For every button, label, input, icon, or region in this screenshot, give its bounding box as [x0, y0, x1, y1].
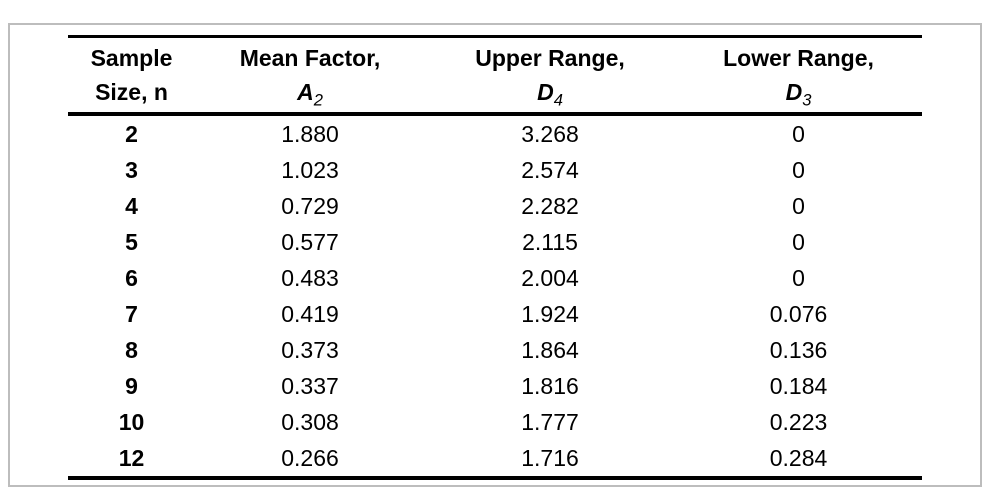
- header-row: Sample Size, n Mean Factor, A2 Upper Ran…: [68, 36, 922, 116]
- cell-d3: 0: [792, 156, 805, 183]
- table-frame: Sample Size, n Mean Factor, A2 Upper Ran…: [8, 23, 982, 487]
- cell-d4: 2.115: [522, 228, 578, 255]
- cell-d3: 0: [792, 228, 805, 255]
- cell-n: 12: [118, 444, 145, 471]
- table-row: 6 0.483 2.004 0: [68, 260, 922, 296]
- cell-d3: 0.223: [769, 408, 828, 435]
- cell-a2: 1.023: [281, 156, 339, 183]
- cell-d4: 2.574: [521, 156, 579, 183]
- header-line2: A2: [195, 75, 425, 109]
- column-header-sample-size: Sample Size, n: [68, 36, 195, 116]
- symbol-d4: D: [537, 79, 554, 105]
- column-header-mean-factor: Mean Factor, A2: [195, 36, 425, 116]
- table-row: 5 0.577 2.115 0: [68, 224, 922, 260]
- column-header-lower-range: Lower Range, D3: [675, 36, 922, 116]
- cell-a2: 0.373: [281, 336, 339, 363]
- table-row: 7 0.419 1.924 0.076: [68, 296, 922, 332]
- symbol-d4-subscript: 4: [553, 90, 563, 110]
- table-row: 3 1.023 2.574 0: [68, 152, 922, 188]
- cell-d4: 1.864: [521, 336, 579, 363]
- header-line2: D4: [425, 75, 675, 109]
- table-row: 9 0.337 1.816 0.184: [68, 368, 922, 404]
- cell-d3: 0.136: [769, 336, 828, 363]
- cell-n: 8: [125, 336, 138, 363]
- cell-a2: 0.337: [281, 372, 339, 399]
- cell-a2: 0.483: [281, 264, 339, 291]
- table-row: 4 0.729 2.282 0: [68, 188, 922, 224]
- header-line1: Lower Range,: [723, 45, 874, 71]
- cell-d3: 0.184: [769, 372, 828, 399]
- header-line2: D3: [675, 75, 922, 109]
- table-row: 2 1.880 3.268 0: [68, 114, 922, 152]
- cell-d4: 1.924: [521, 300, 579, 327]
- header-line2: Size, n: [95, 79, 168, 105]
- cell-d3: 0: [792, 192, 805, 219]
- table-header: Sample Size, n Mean Factor, A2 Upper Ran…: [68, 36, 922, 116]
- column-header-upper-range: Upper Range, D4: [425, 36, 675, 116]
- cell-d4: 2.282: [521, 192, 579, 219]
- header-line1: Sample: [90, 45, 173, 71]
- header-line1: Mean Factor,: [239, 45, 381, 71]
- table-row: 12 0.266 1.716 0.284: [68, 440, 922, 478]
- cell-d4: 3.268: [521, 120, 579, 147]
- control-chart-factors-table: Sample Size, n Mean Factor, A2 Upper Ran…: [68, 35, 922, 480]
- table-row: 8 0.373 1.864 0.136: [68, 332, 922, 368]
- cell-d3: 0.076: [769, 300, 828, 327]
- cell-d3: 0.284: [769, 444, 828, 471]
- cell-a2: 0.266: [281, 444, 339, 471]
- cell-d4: 1.716: [521, 444, 579, 471]
- symbol-a-subscript: 2: [313, 90, 323, 110]
- cell-a2: 0.729: [281, 192, 339, 219]
- cell-d3: 0: [792, 264, 805, 291]
- cell-n: 6: [125, 264, 138, 291]
- cell-n: 7: [125, 300, 138, 327]
- cell-n: 2: [125, 120, 138, 147]
- cell-n: 4: [125, 192, 138, 219]
- cell-d3: 0: [792, 120, 805, 147]
- symbol-d3: D: [785, 79, 803, 105]
- cell-a2: 0.308: [281, 408, 339, 435]
- cell-a2: 0.419: [281, 300, 339, 327]
- header-line1: Upper Range,: [475, 45, 625, 71]
- symbol-a: A: [297, 79, 314, 105]
- cell-a2: 1.880: [281, 120, 339, 147]
- symbol-d3-subscript: 3: [802, 90, 812, 110]
- cell-n: 9: [125, 372, 138, 399]
- cell-d4: 2.004: [521, 264, 579, 291]
- table-row: 10 0.308 1.777 0.223: [68, 404, 922, 440]
- cell-d4: 1.816: [521, 372, 579, 399]
- cell-a2: 0.577: [281, 228, 339, 255]
- cell-d4: 1.777: [521, 408, 579, 435]
- cell-n: 10: [118, 408, 145, 435]
- cell-n: 5: [125, 228, 138, 255]
- table-body: 2 1.880 3.268 0 3 1.023 2.574 0 4 0.729 2.282 0 5 0.5…: [68, 114, 922, 478]
- cell-n: 3: [125, 156, 138, 183]
